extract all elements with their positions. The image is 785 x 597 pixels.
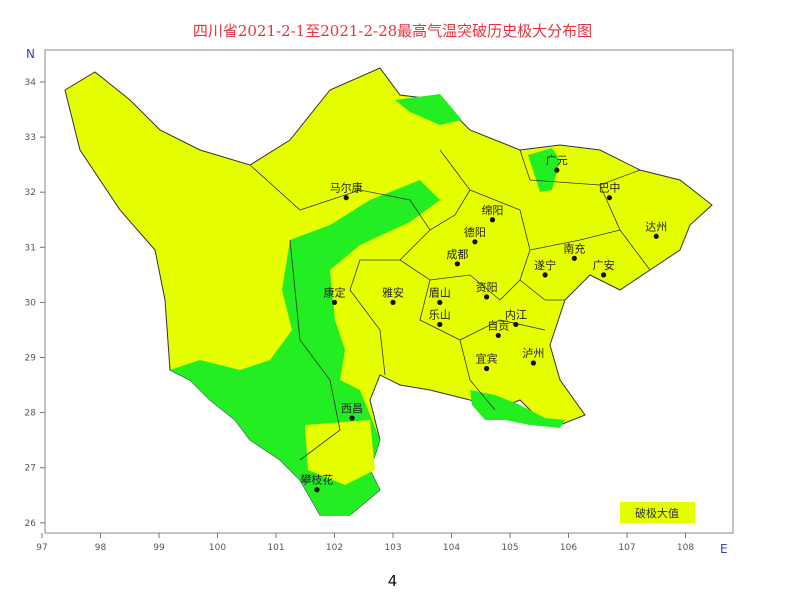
city-dot (314, 487, 320, 493)
lon-tick-label: 100 (209, 543, 226, 553)
city-dot (606, 195, 613, 201)
city-dot (601, 272, 607, 278)
city-dot (489, 217, 496, 223)
city-label: 巴中 (598, 182, 620, 195)
lon-tick-label: 99 (153, 543, 165, 553)
city-label: 眉山 (429, 286, 451, 299)
city-dot (554, 167, 560, 173)
lon-tick-label: 97 (36, 543, 47, 553)
city-dot (454, 261, 460, 267)
city-label: 康定 (324, 285, 346, 299)
city-label: 宜宾 (476, 352, 498, 366)
city-dot (653, 233, 659, 239)
lat-tick-label: 33 (25, 133, 36, 143)
not-exceed-region-guangyuan (528, 148, 560, 192)
city-dot (484, 294, 490, 300)
lon-tick-label: 102 (326, 543, 343, 553)
city-dot (495, 332, 501, 339)
map-title: 四川省2021-2-1至2021-2-28最高气温突破历史极大分布图 (192, 22, 593, 40)
lat-tick-label: 32 (25, 188, 36, 198)
city-label: 绵阳 (481, 203, 503, 217)
lat-tick-label: 27 (25, 464, 36, 474)
city-dot (472, 239, 478, 245)
city-dot (343, 195, 349, 201)
city-label: 自贡 (487, 319, 509, 332)
city-label: 攀枝花 (300, 473, 333, 487)
lat-tick-label: 29 (25, 354, 37, 364)
city-dot (349, 415, 355, 421)
city-dot (390, 299, 396, 305)
city-label: 泸州 (522, 347, 544, 360)
city-label: 广安 (593, 258, 615, 272)
east-label: E (720, 542, 728, 556)
lon-tick-label: 106 (560, 543, 577, 553)
city-label: 德阳 (464, 225, 486, 239)
lat-tick-label: 34 (25, 78, 37, 88)
lon-tick-label: 104 (443, 543, 460, 553)
lon-tick-label: 105 (501, 543, 518, 553)
city-dot (484, 365, 490, 372)
lon-tick-label: 98 (95, 543, 107, 553)
city-label: 遂宁 (534, 258, 556, 272)
axis-ticks: 97 98 99 100 101 102 103 104 105 106 107 108 26 27 28 2… (25, 78, 695, 553)
legend-label: 破极大值 (635, 506, 679, 520)
lat-tick-label: 28 (25, 409, 37, 419)
exceed-patch-xichang (305, 420, 375, 485)
lon-tick-label: 103 (384, 543, 401, 553)
city-label: 内江 (505, 307, 527, 321)
city-label: 雅安 (382, 285, 404, 299)
city-label: 成都 (446, 248, 468, 261)
city-label: 乐山 (429, 308, 451, 321)
city-label: 西昌 (341, 402, 363, 415)
lat-tick-label: 31 (25, 243, 36, 253)
city-label: 资阳 (476, 281, 498, 294)
not-exceed-region-yibin-south (470, 390, 565, 428)
city-label: 广元 (546, 154, 568, 167)
city-label: 马尔康 (330, 181, 363, 195)
legend-swatch (620, 502, 695, 523)
city-dot (331, 299, 338, 305)
city-dot (437, 299, 443, 305)
city-dot (530, 360, 537, 366)
city-dot (513, 321, 519, 328)
page-number: 4 (387, 572, 398, 590)
city-dot (437, 321, 443, 328)
lon-tick-label: 108 (677, 543, 694, 553)
city-label: 南充 (563, 241, 585, 255)
north-label: N (26, 47, 35, 61)
lon-tick-label: 101 (267, 543, 284, 553)
not-exceed-region-north (395, 94, 462, 125)
lat-tick-label: 30 (25, 298, 37, 308)
not-exceed-region-west (170, 180, 440, 515)
city-dot (571, 255, 577, 261)
city-label: 达州 (645, 220, 667, 233)
lat-tick-label: 26 (25, 519, 37, 529)
city-dot (542, 272, 548, 278)
lon-tick-label: 107 (618, 543, 635, 553)
